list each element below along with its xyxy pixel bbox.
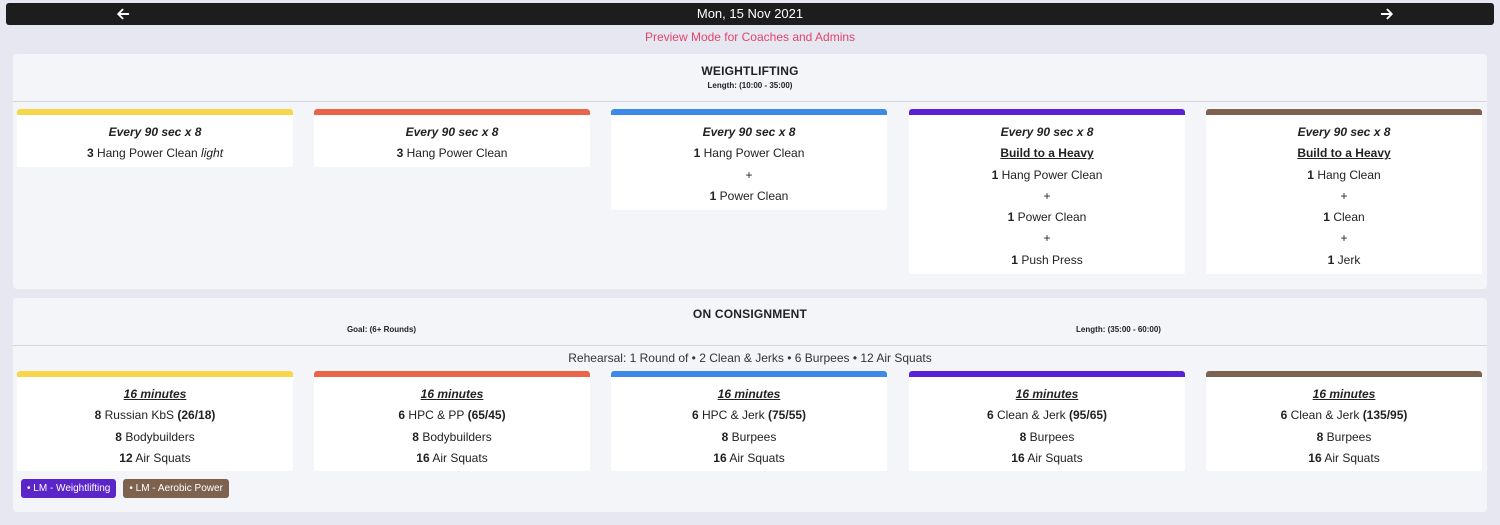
rehearsal-note: Rehearsal: 1 Round of • 2 Clean & Jerks … [568, 351, 932, 365]
current-date: Mon, 15 Nov 2021 [696, 6, 804, 21]
workout-format: Every 90 sec x 8 [108, 125, 202, 139]
workout-card-track-2: Every 90 sec x 8 3 Hang Power Clean [314, 109, 590, 167]
workout-card-track-2: 16 minutes 6 HPC & PP (65/45) 8 Bodybuil… [314, 371, 590, 471]
track-color-bar [1206, 109, 1482, 115]
on-consignment-section: ON CONSIGNMENT Goal: (6+ Rounds) Length:… [13, 298, 1487, 512]
plus-separator: + [1340, 231, 1348, 246]
workout-card-track-5: Every 90 sec x 8 Build to a Heavy 1 Hang… [1206, 109, 1482, 274]
movement-line: 8 Russian KbS (26/18) [94, 408, 216, 423]
workout-format: Every 90 sec x 8 [1297, 125, 1391, 139]
movement-line: 8 Burpees [1316, 429, 1372, 444]
weightlifting-section: WEIGHTLIFTING Length: (10:00 - 35:00) Ev… [13, 54, 1487, 289]
movement-line: 16 Air Squats [713, 450, 785, 465]
workout-card-track-3: 16 minutes 6 HPC & Jerk (75/55) 8 Burpee… [611, 371, 887, 471]
workout-format: Every 90 sec x 8 [702, 125, 796, 139]
workout-format: Every 90 sec x 8 [405, 125, 499, 139]
movement-line: 3 Hang Power Clean light [86, 146, 224, 161]
build-heading: Build to a Heavy [1297, 146, 1391, 161]
workout-format: Every 90 sec x 8 [1000, 125, 1094, 139]
workout-card-track-4: Every 90 sec x 8 Build to a Heavy 1 Hang… [909, 109, 1185, 274]
movement-line: 8 Bodybuilders [412, 429, 492, 444]
date-navigation-bar: Mon, 15 Nov 2021 [6, 3, 1494, 25]
next-day-button[interactable] [1374, 4, 1400, 24]
movement-line: 1 Hang Power Clean [991, 167, 1103, 182]
track-color-bar [17, 109, 293, 115]
plus-separator: + [1043, 188, 1051, 203]
movement-line: 6 HPC & PP (65/45) [398, 408, 506, 423]
tag-lm-weightlifting[interactable]: • LM - Weightlifting [21, 479, 117, 498]
section-length: Length: (10:00 - 35:00) [707, 81, 793, 90]
section-goal: Goal: (6+ Rounds) [346, 325, 417, 334]
track-color-bar [611, 109, 887, 115]
movement-line: 8 Burpees [721, 429, 777, 444]
arrow-left-icon [117, 8, 130, 20]
track-color-bar [314, 371, 590, 377]
section-title: WEIGHTLIFTING [701, 64, 799, 78]
section-divider [13, 345, 1487, 346]
movement-line: 8 Bodybuilders [115, 429, 195, 444]
workout-card-track-3: Every 90 sec x 8 1 Hang Power Clean + 1 … [611, 109, 887, 210]
time-cap: 16 minutes [1015, 387, 1079, 401]
section-title: ON CONSIGNMENT [692, 307, 808, 321]
workout-card-track-5: 16 minutes 6 Clean & Jerk (135/95) 8 Bur… [1206, 371, 1482, 471]
arrow-right-icon [1380, 8, 1393, 20]
time-cap: 16 minutes [420, 387, 484, 401]
time-cap: 16 minutes [123, 387, 187, 401]
plus-separator: + [1340, 188, 1348, 203]
tag-lm-aerobic-power[interactable]: • LM - Aerobic Power [123, 479, 229, 498]
section-length: Length: (35:00 - 60:00) [1076, 325, 1161, 334]
movement-line: 1 Jerk [1327, 252, 1361, 267]
movement-line: 16 Air Squats [1308, 450, 1380, 465]
movement-line: 1 Power Clean [709, 188, 789, 203]
track-color-bar [314, 109, 590, 115]
track-color-bar [909, 109, 1185, 115]
workout-card-track-4: 16 minutes 6 Clean & Jerk (95/65) 8 Burp… [909, 371, 1185, 471]
movement-line: 6 Clean & Jerk (95/65) [986, 408, 1108, 423]
preview-mode-notice: Preview Mode for Coaches and Admins [644, 30, 856, 44]
time-cap: 16 minutes [717, 387, 781, 401]
workout-card-track-1: 16 minutes 8 Russian KbS (26/18) 8 Bodyb… [17, 371, 293, 471]
movement-line: 1 Push Press [1011, 252, 1083, 267]
movement-line: 16 Air Squats [1011, 450, 1083, 465]
movement-line: 1 Clean [1323, 210, 1365, 225]
track-color-bar [17, 371, 293, 377]
track-color-bar [611, 371, 887, 377]
movement-line: 1 Hang Power Clean [693, 146, 805, 161]
movement-line: 1 Hang Clean [1307, 167, 1381, 182]
track-tags: • LM - Weightlifting • LM - Aerobic Powe… [21, 479, 229, 498]
movement-line: 16 Air Squats [416, 450, 488, 465]
movement-line: 12 Air Squats [119, 450, 191, 465]
workout-card-track-1: Every 90 sec x 8 3 Hang Power Clean ligh… [17, 109, 293, 167]
movement-line: 6 HPC & Jerk (75/55) [691, 408, 807, 423]
movement-line: 6 Clean & Jerk (135/95) [1280, 408, 1408, 423]
track-color-bar [909, 371, 1185, 377]
plus-separator: + [1043, 231, 1051, 246]
time-cap: 16 minutes [1312, 387, 1376, 401]
build-heading: Build to a Heavy [1000, 146, 1094, 161]
movement-line: 3 Hang Power Clean [396, 146, 508, 161]
section-divider [13, 101, 1487, 102]
movement-line: 1 Power Clean [1007, 210, 1087, 225]
movement-line: 8 Burpees [1019, 429, 1075, 444]
previous-day-button[interactable] [110, 4, 136, 24]
plus-separator: + [745, 167, 753, 182]
track-color-bar [1206, 371, 1482, 377]
